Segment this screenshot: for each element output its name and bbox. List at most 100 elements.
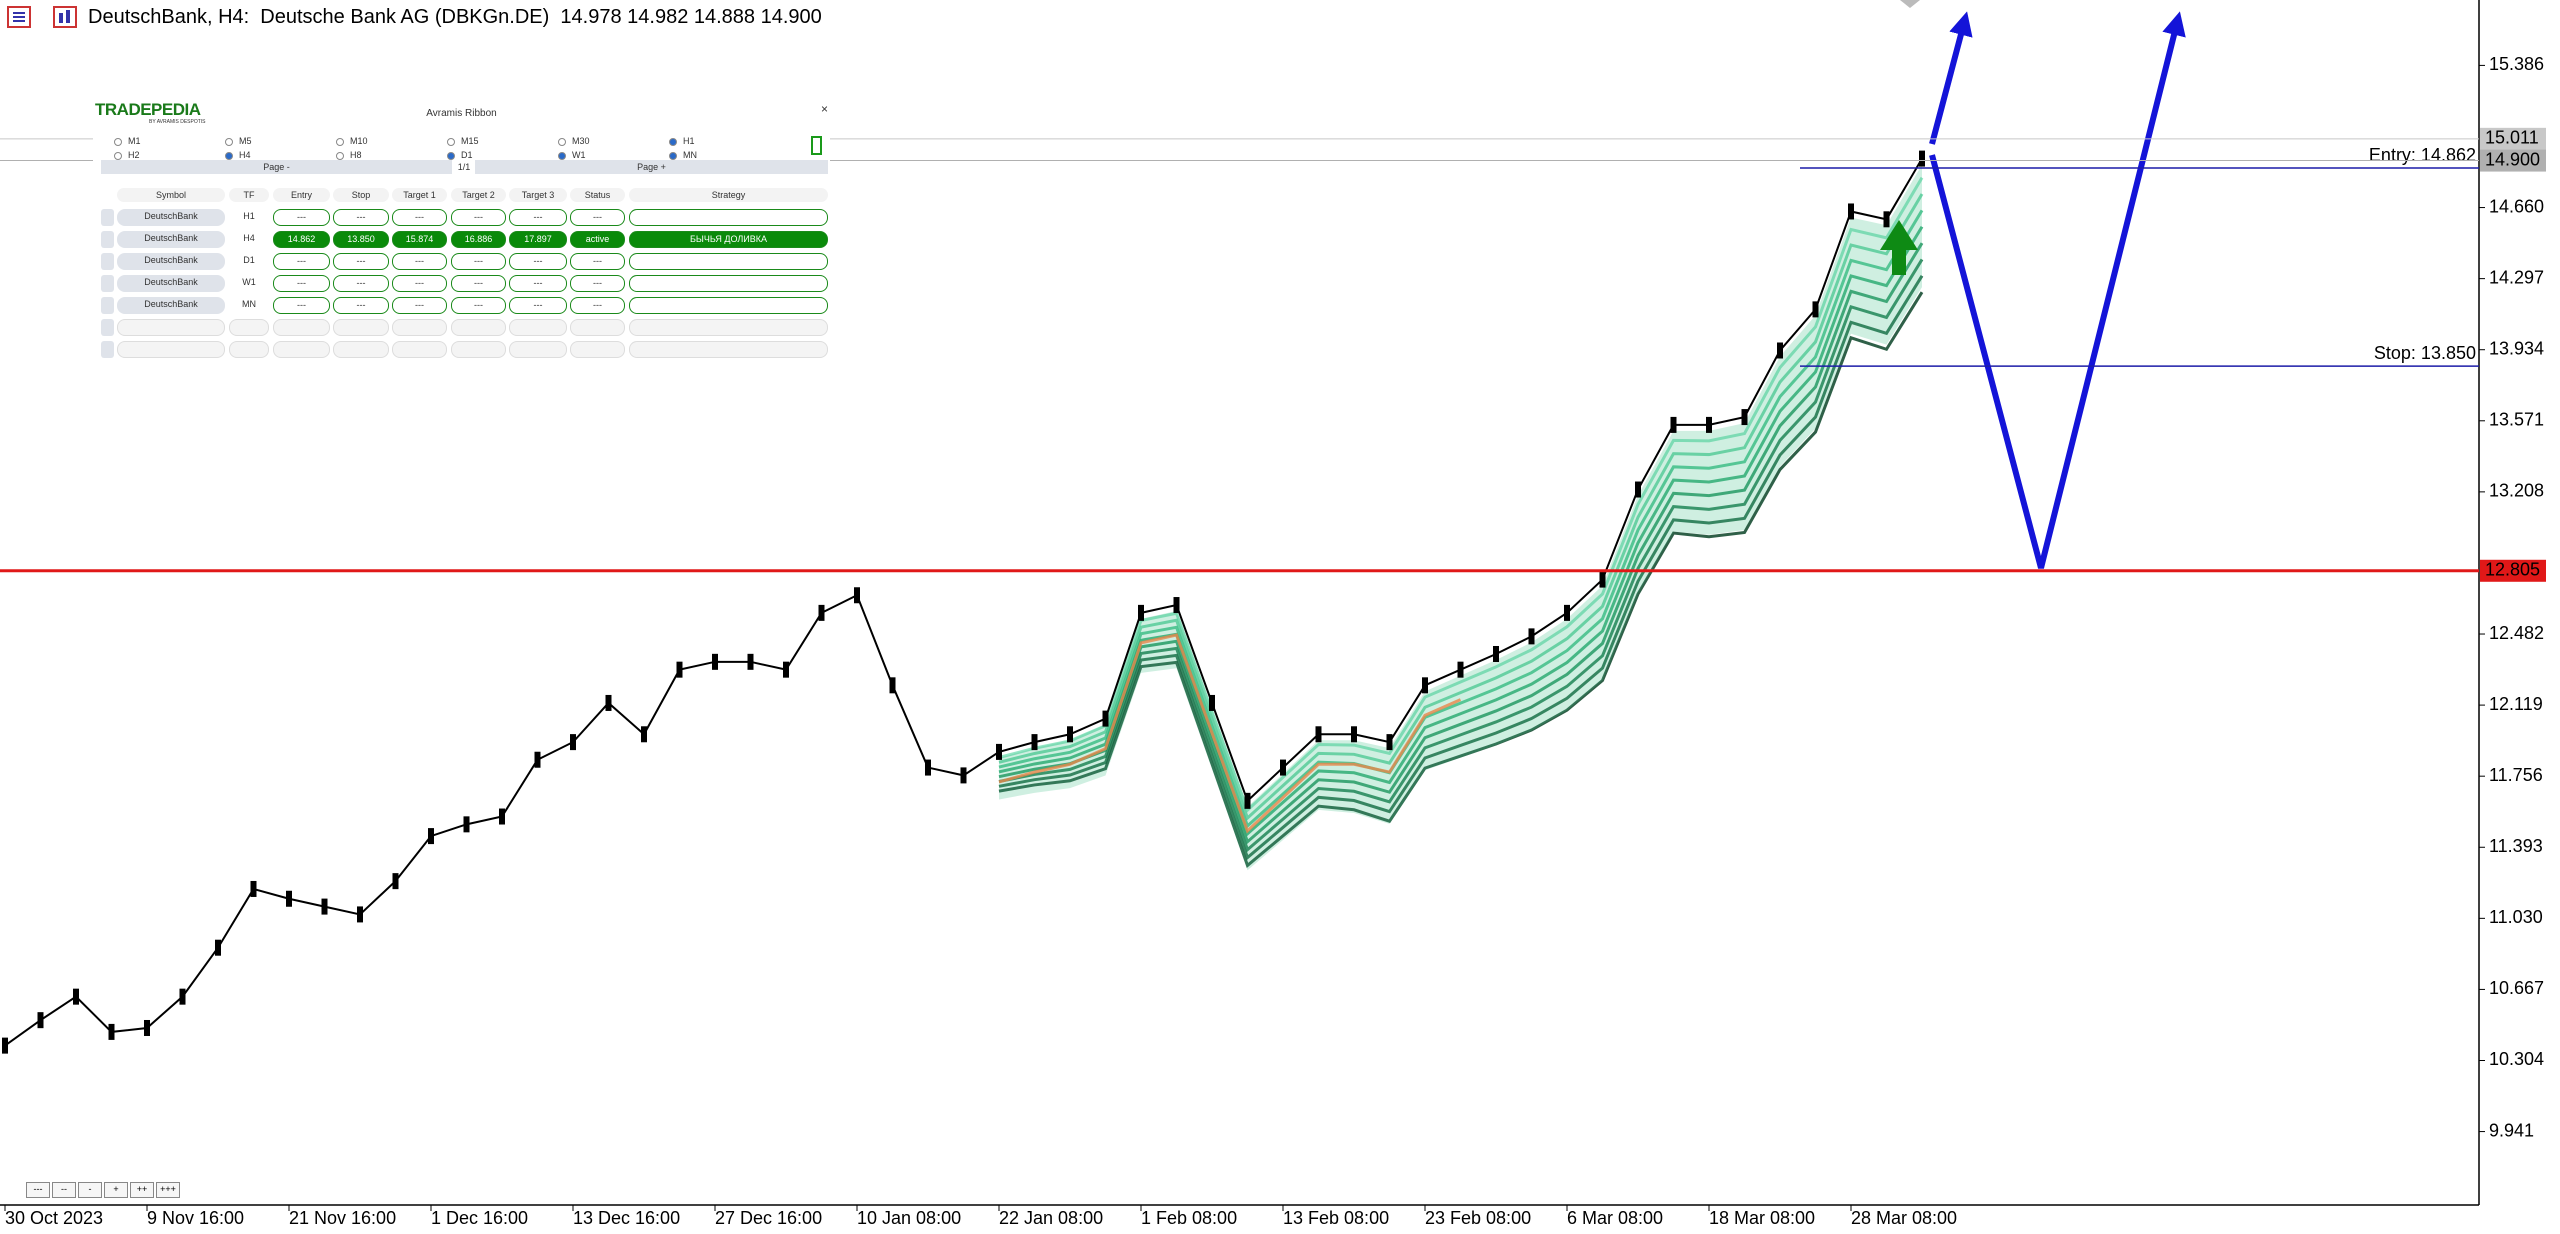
row-icon xyxy=(101,275,114,292)
ribbon-line xyxy=(998,275,1924,861)
radio-button[interactable] xyxy=(558,152,566,160)
empty-cell xyxy=(392,341,447,358)
x-tick-label: 1 Dec 16:00 xyxy=(431,1208,528,1228)
zoom-button[interactable]: ++ xyxy=(130,1182,154,1198)
zoom-button[interactable]: -- xyxy=(52,1182,76,1198)
page-next-button[interactable]: Page + xyxy=(475,160,828,174)
table-cell: DeutschBank xyxy=(117,297,225,314)
candle xyxy=(1457,661,1464,678)
candle xyxy=(676,661,683,678)
candle xyxy=(1244,792,1251,809)
marker xyxy=(1900,0,1920,8)
ribbon-panel: TRADEPEDIA BY AVRAMIS DESPOTIS Avramis Rib… xyxy=(93,98,830,358)
table-cell: --- xyxy=(392,275,447,292)
panel-title: Avramis Ribbon xyxy=(426,108,497,119)
radio-button[interactable] xyxy=(114,138,122,146)
close-button[interactable]: × xyxy=(820,102,828,116)
row-icon xyxy=(101,209,114,226)
candle xyxy=(889,677,896,694)
table-cell: --- xyxy=(333,275,389,292)
page-prev-button[interactable]: Page - xyxy=(101,160,452,174)
table-cell: H4 xyxy=(243,233,255,243)
candle xyxy=(392,873,399,890)
y-tick-label: 13.208 xyxy=(2489,481,2544,501)
column-header: TF xyxy=(229,188,269,202)
radio-button[interactable] xyxy=(669,152,677,160)
table-cell: --- xyxy=(333,297,389,314)
table-cell: --- xyxy=(392,209,447,226)
candle xyxy=(1351,726,1357,743)
empty-cell xyxy=(451,319,506,336)
y-tick-label: 12.482 xyxy=(2489,623,2544,643)
radio-button[interactable] xyxy=(114,152,122,160)
radio-label[interactable]: M30 xyxy=(572,136,590,146)
radio-label[interactable]: M5 xyxy=(239,136,252,146)
price-tag xyxy=(2480,559,2546,582)
radio-button[interactable] xyxy=(669,138,677,146)
toolbar-icons xyxy=(7,6,77,28)
candle xyxy=(1386,734,1393,751)
candle xyxy=(463,816,470,833)
radio-button[interactable] xyxy=(336,152,344,160)
candle xyxy=(1919,150,1925,167)
table-cell: 14.862 xyxy=(273,231,330,248)
y-tick-label: 10.667 xyxy=(2489,978,2544,998)
empty-cell xyxy=(509,319,567,336)
radio-label[interactable]: M15 xyxy=(461,136,479,146)
radio-label[interactable]: M10 xyxy=(350,136,368,146)
radio-label[interactable]: M1 xyxy=(128,136,141,146)
table-cell: --- xyxy=(509,209,567,226)
y-tick-label: 15.386 xyxy=(2489,54,2544,74)
projection-arrow xyxy=(1929,11,2186,569)
candle xyxy=(925,759,931,776)
empty-cell xyxy=(629,319,828,336)
x-tick-label: 30 Oct 2023 xyxy=(5,1208,103,1228)
y-tick-label: 12.119 xyxy=(2489,694,2543,714)
candle xyxy=(179,988,186,1005)
table-cell: 13.850 xyxy=(333,231,389,248)
x-tick-label: 1 Feb 08:00 xyxy=(1141,1208,1237,1228)
candle xyxy=(144,1019,150,1036)
table-cell: DeutschBank xyxy=(117,275,225,292)
table-cell: --- xyxy=(451,209,506,226)
zoom-button[interactable]: --- xyxy=(26,1182,50,1198)
candle xyxy=(783,661,789,678)
empty-cell xyxy=(229,341,269,358)
zoom-button[interactable]: +++ xyxy=(156,1182,180,1198)
zoom-button[interactable]: - xyxy=(78,1182,102,1198)
candle xyxy=(641,726,647,743)
table-cell: --- xyxy=(509,297,567,314)
empty-cell xyxy=(570,319,625,336)
radio-label[interactable]: W1 xyxy=(572,150,586,160)
radio-label[interactable]: H2 xyxy=(128,150,140,160)
table-cell: W1 xyxy=(242,277,256,287)
radio-label[interactable]: H1 xyxy=(683,136,695,146)
radio-label[interactable]: H4 xyxy=(239,150,251,160)
radio-button[interactable] xyxy=(336,138,344,146)
radio-label[interactable]: MN xyxy=(683,150,697,160)
chart-header: DeutschBank, H4: Deutsche Bank AG (DBKGn… xyxy=(88,6,822,28)
radio-button[interactable] xyxy=(225,138,233,146)
y-tick-label: 13.934 xyxy=(2489,338,2544,358)
column-header: Target 1 xyxy=(392,188,447,202)
table-cell xyxy=(629,209,828,226)
zoom-button[interactable]: + xyxy=(104,1182,128,1198)
empty-cell xyxy=(117,341,225,358)
x-tick-label: 18 Mar 08:00 xyxy=(1709,1208,1815,1228)
radio-label[interactable]: D1 xyxy=(461,150,473,160)
radio-label[interactable]: H8 xyxy=(350,150,362,160)
radio-button[interactable] xyxy=(225,152,233,160)
candle xyxy=(960,767,967,784)
column-header: Symbol xyxy=(117,188,225,202)
table-cell: --- xyxy=(570,253,625,270)
column-header: Stop xyxy=(333,188,389,202)
candle xyxy=(1138,604,1144,621)
radio-button[interactable] xyxy=(558,138,566,146)
row-icon xyxy=(101,231,114,248)
candle xyxy=(250,880,257,897)
x-tick-label: 13 Feb 08:00 xyxy=(1283,1208,1389,1228)
table-cell: --- xyxy=(570,297,625,314)
radio-button[interactable] xyxy=(447,152,455,160)
radio-button[interactable] xyxy=(447,138,455,146)
